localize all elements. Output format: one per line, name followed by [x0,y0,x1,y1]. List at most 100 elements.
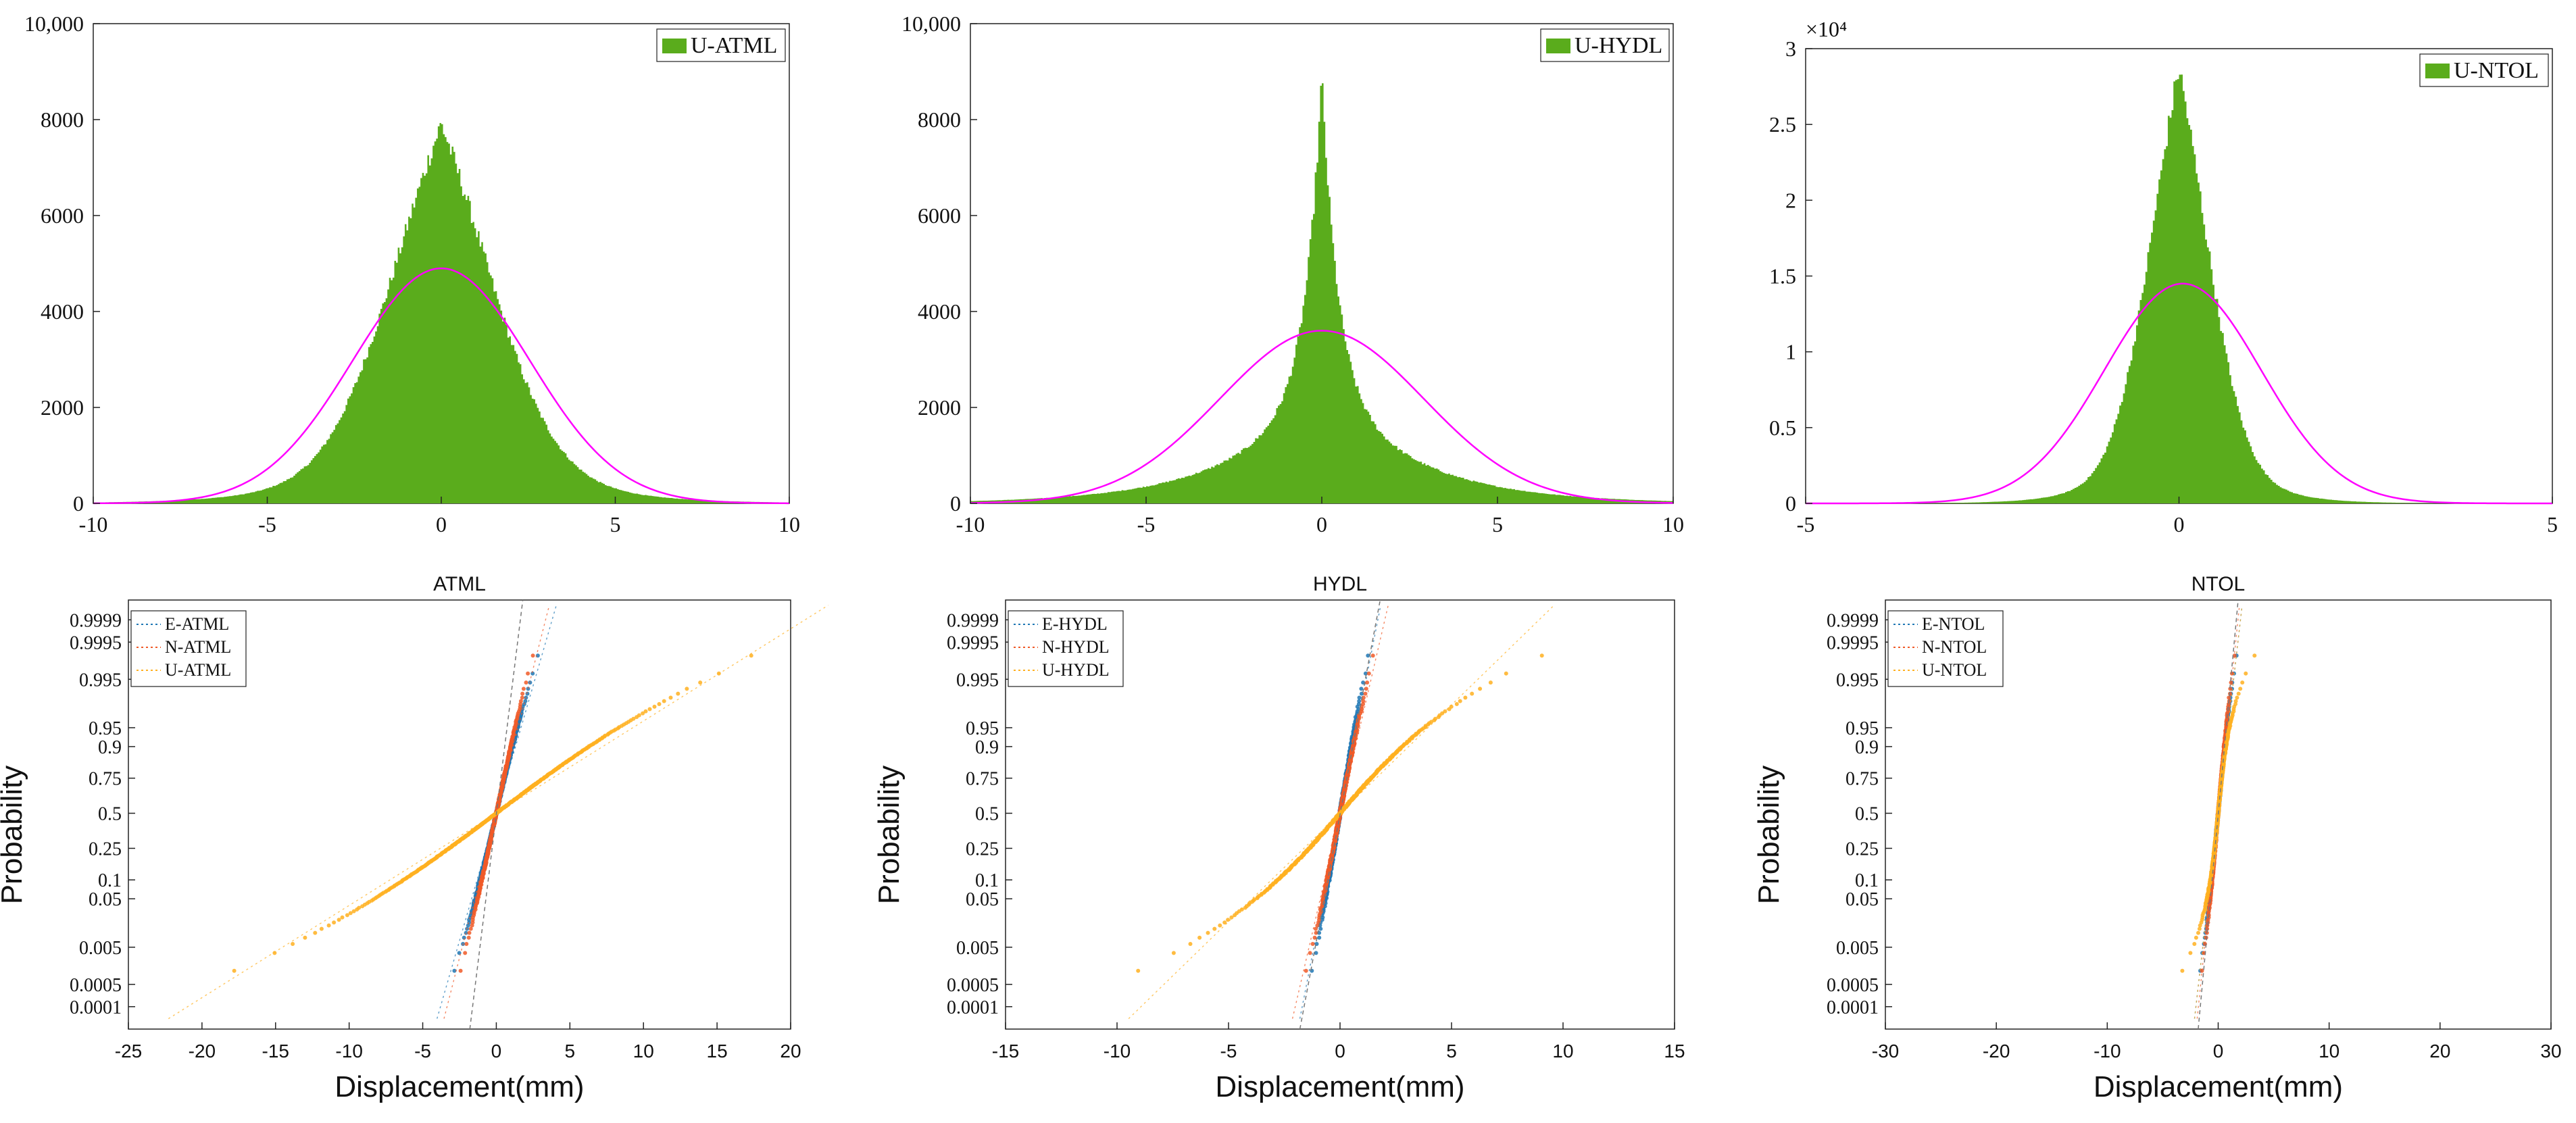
data-point [2204,930,2209,935]
y-tick-label: 8000 [41,107,84,132]
y-tick-label: 3 [1785,36,1796,61]
x-tick-label: -5 [1137,512,1156,536]
legend-swatch [1546,39,1570,53]
data-point [462,935,466,940]
data-point [313,930,318,935]
data-point [2197,926,2202,931]
data-point [668,695,673,700]
data-point [1443,709,1447,714]
x-axis-label: Displacement(mm) [1215,1070,1464,1103]
x-tick-label: 0 [436,512,447,536]
data-point [1504,671,1508,676]
x-tick-label: 10 [778,512,800,536]
x-tick-label: -30 [1872,1041,1899,1062]
x-tick-label: -5 [414,1041,431,1062]
data-point [1317,935,1322,940]
data-point [303,935,307,940]
y-tick-label: 0.9999 [70,610,122,631]
y-axis-label: Probability [0,766,28,904]
y-tick-label: 0.5 [1769,416,1796,440]
data-point [1364,687,1368,691]
data-point [1357,699,1362,703]
data-point [2192,942,2197,946]
x-tick-label: -15 [262,1041,289,1062]
x-tick-label: 5 [2547,512,2558,536]
series-U-ATML [168,605,829,1020]
histogram-bars [93,123,789,503]
data-point [523,699,528,703]
data-point [1212,926,1217,931]
data-point [637,713,641,718]
data-point [2200,968,2204,973]
data-point [1470,691,1475,696]
reference-line [1128,605,1555,1020]
data-point [1449,704,1454,709]
panel-title: NTOL [2191,573,2245,595]
y-tick-label: 0.9999 [947,610,999,631]
data-point [1440,711,1445,716]
y-tick-label: 0.005 [79,938,122,959]
y-axis-exponent: ×10⁴ [1806,17,1847,41]
y-tick-label: 0.0005 [1827,975,1879,996]
x-tick-label: -5 [1220,1041,1237,1062]
legend-label: N-ATML [165,637,231,657]
y-tick-label: 0.9995 [70,632,122,653]
normal-reference-line [2198,599,2239,1030]
x-tick-label: -20 [189,1041,216,1062]
data-point [1222,920,1227,925]
y-tick-label: 0.75 [966,769,999,790]
data-point [345,913,349,918]
x-tick-label: 10 [1552,1041,1573,1062]
x-tick-label: 20 [2429,1041,2450,1062]
legend-label: N-HYDL [1042,637,1110,657]
y-tick-label: 0.05 [89,889,122,910]
x-tick-label: 10 [2319,1041,2339,1062]
normal-fit-curve [1806,282,2553,505]
x-tick-label: 0 [491,1041,502,1062]
data-point [1539,653,1544,658]
y-tick-label: 0 [1785,491,1796,516]
data-point [643,709,648,714]
reference-line [437,605,557,1019]
x-tick-label: -10 [335,1041,362,1062]
data-point [2232,653,2237,658]
y-tick-label: 0.1 [98,870,122,891]
data-point [326,923,331,928]
data-point [351,909,356,914]
data-point [2235,695,2239,700]
y-tick-label: 0 [73,491,84,516]
data-point [1188,942,1193,946]
data-point [468,926,473,931]
y-tick-label: 0.0001 [1827,997,1879,1018]
data-point [2236,691,2241,696]
data-point [1361,702,1366,706]
data-point [647,707,652,712]
data-point [1359,687,1364,691]
data-point [337,918,341,922]
legend-label: N-NTOL [1922,637,1987,657]
data-point [1361,699,1366,703]
y-tick-label: 0.005 [956,938,999,959]
data-point [1312,935,1317,940]
y-tick-label: 0.95 [89,718,122,739]
data-point [232,968,237,973]
y-tick-label: 0.995 [956,670,999,691]
data-point [1197,935,1202,940]
y-tick-label: 0.25 [966,839,999,859]
data-point [1488,680,1493,685]
data-point [1310,942,1315,946]
data-point [2233,699,2238,703]
histogram-bars [1806,74,2552,504]
data-point [2194,935,2198,940]
data-point [2233,702,2238,706]
data-point [2180,968,2185,973]
y-tick-label: 0.75 [1846,769,1879,790]
y-tick-label: 0.25 [1846,839,1879,859]
panel-title: ATML [433,573,486,595]
y-tick-label: 8000 [918,107,961,132]
data-point [1136,968,1141,973]
data-point [1239,907,1244,912]
y-axis-label: Probability [1752,766,1785,904]
